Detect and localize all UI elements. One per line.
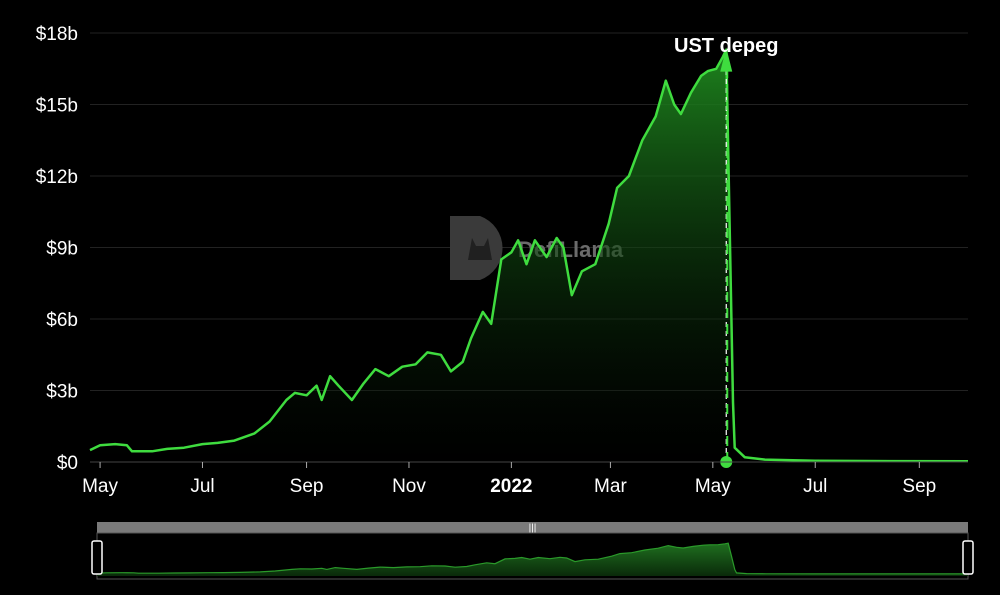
x-tick-label: Mar — [594, 476, 627, 497]
x-tick-label: May — [695, 476, 731, 497]
y-tick-label: $9b — [46, 239, 78, 260]
slider-track[interactable] — [97, 522, 968, 533]
x-tick-label: Sep — [290, 476, 324, 497]
annotation-label: UST depeg — [674, 35, 778, 57]
annotation-arrow-icon — [720, 47, 733, 72]
x-tick-label: Nov — [392, 476, 426, 497]
y-tick-label: $3b — [46, 382, 78, 403]
y-axis: $0 $3b $6b $9b $12b $15b $18b — [36, 24, 78, 474]
slider-preview-line — [96, 542, 968, 575]
series-area — [90, 49, 968, 462]
series-line — [89, 48, 969, 463]
slider-handle-left[interactable] — [91, 540, 103, 575]
y-tick-label: $6b — [46, 310, 78, 331]
x-tick-label: 2022 — [490, 476, 532, 497]
slider-handle-right[interactable] — [962, 540, 974, 575]
y-tick-label: $15b — [36, 96, 78, 117]
area-layer — [89, 48, 969, 463]
y-tick-label: $0 — [57, 453, 78, 474]
x-tick-label: Jul — [803, 476, 827, 497]
x-tick-label: Sep — [902, 476, 936, 497]
x-axis: May Jul Sep Nov 2022 Mar May Jul Sep — [82, 461, 968, 497]
y-tick-label: $18b — [36, 24, 78, 45]
slider-grip-icon[interactable]: ||| — [529, 523, 537, 534]
range-slider[interactable]: ||| — [91, 522, 974, 580]
defillama-logo-icon — [450, 216, 503, 280]
slider-preview-area — [97, 543, 968, 576]
x-tick-label: Jul — [190, 476, 214, 497]
y-tick-label: $12b — [36, 167, 78, 188]
x-tick-label: May — [82, 476, 118, 497]
